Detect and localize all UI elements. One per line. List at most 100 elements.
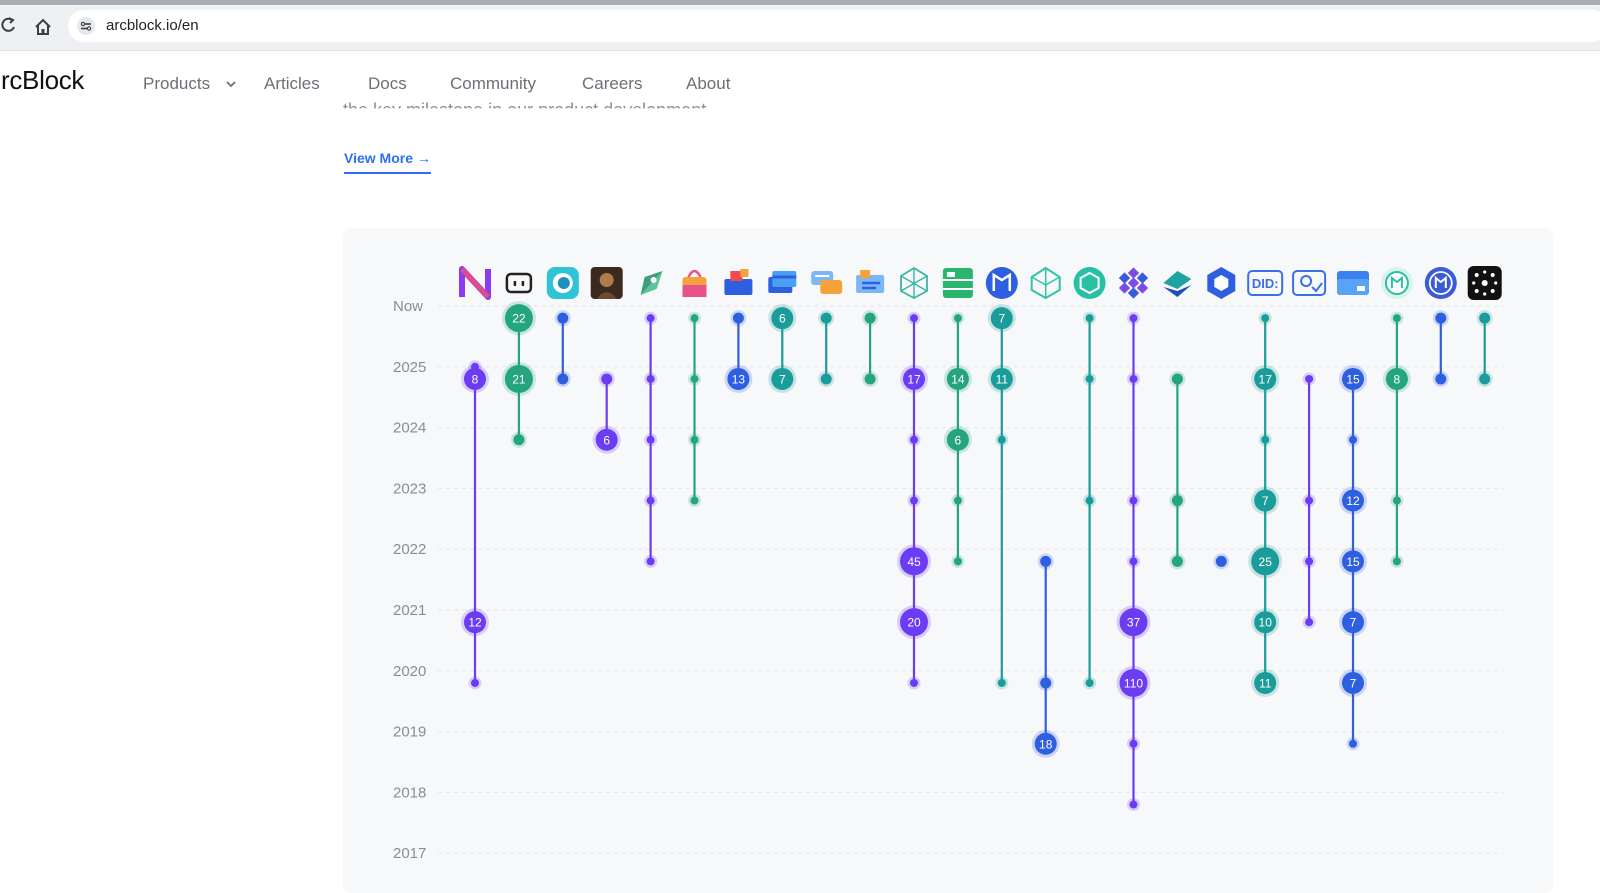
milestone-node[interactable] [464,611,486,634]
milestone-node[interactable] [595,428,618,451]
wallet-round-icon[interactable] [1380,266,1414,300]
milestone-node[interactable] [1034,732,1057,755]
nav-community[interactable]: Community [450,74,536,93]
milestone-node[interactable] [464,367,486,390]
book-badge-icon[interactable] [985,266,1019,300]
server-icon[interactable] [941,266,975,300]
crystal-icon[interactable] [1029,266,1063,300]
milestone-dot[interactable] [910,678,918,687]
milestone-dot[interactable] [1215,555,1227,567]
milestone-dot[interactable] [910,314,918,323]
home-icon[interactable] [33,17,53,37]
milestone-node[interactable] [1254,367,1277,390]
milestone-dot[interactable] [1085,374,1094,383]
milestone-node[interactable] [1342,367,1364,390]
shield-hex-icon[interactable] [1204,266,1238,300]
milestone-dot[interactable] [513,434,525,446]
milestone-dot[interactable] [864,312,876,324]
milestone-dot[interactable] [646,435,655,444]
milestone-dot[interactable] [471,678,479,687]
milestone-dot[interactable] [1171,373,1183,385]
chat-box-icon[interactable] [502,266,536,300]
milestone-node[interactable] [727,367,750,390]
milestone-dot[interactable] [1435,373,1447,385]
milestone-dot[interactable] [1392,557,1401,566]
milestone-dot[interactable] [557,312,569,324]
milestone-node[interactable] [946,367,969,390]
milestone-dot[interactable] [1171,555,1183,567]
milestone-node[interactable] [1119,668,1148,697]
id-verify-icon[interactable] [1292,266,1327,300]
milestone-dot[interactable] [1349,739,1357,748]
milestone-dot[interactable] [1305,557,1314,566]
milestone-dot[interactable] [1392,314,1401,323]
milestone-node[interactable] [1254,611,1277,634]
milestone-dot[interactable] [953,496,962,505]
nav-careers[interactable]: Careers [582,74,643,93]
milestone-dot[interactable] [1085,496,1094,505]
milestone-dot[interactable] [1129,374,1138,383]
milestone-node[interactable] [903,367,925,390]
milestone-dot[interactable] [1129,800,1138,809]
nav-products[interactable]: Products [143,74,211,93]
milestone-node[interactable] [1342,671,1364,694]
milestone-dot[interactable] [1040,555,1052,567]
milestone-dot[interactable] [953,314,962,323]
layers-icon[interactable] [1160,266,1194,300]
milestone-dot[interactable] [690,314,699,323]
shopping-bag-icon[interactable] [678,266,712,300]
milestone-dot[interactable] [732,312,744,324]
milestone-node[interactable] [1385,367,1408,390]
address-bar[interactable]: arcblock.io/en [68,10,1600,42]
milestone-node[interactable] [1251,547,1280,576]
milestone-node[interactable] [1342,611,1364,634]
milestone-node[interactable] [1254,671,1277,694]
milestone-node[interactable] [990,307,1013,330]
milestone-dot[interactable] [1435,312,1447,324]
rocket-icon[interactable] [634,266,668,300]
milestone-dot[interactable] [1085,678,1094,687]
milestone-dot[interactable] [1040,677,1052,689]
milestone-dot[interactable] [1392,496,1401,505]
milestone-node[interactable] [1342,550,1364,573]
view-more-link[interactable]: View More → [344,150,431,174]
n-logo-icon[interactable] [458,266,492,300]
milestone-node[interactable] [1342,489,1364,512]
milestone-dot[interactable] [953,557,962,566]
milestone-dot[interactable] [646,496,655,505]
milestone-dot[interactable] [1479,312,1491,324]
nav-docs[interactable]: Docs [368,74,407,93]
milestone-node[interactable] [504,304,533,333]
messages-icon[interactable] [809,266,843,300]
milestone-dot[interactable] [820,312,832,324]
milestone-dot[interactable] [646,314,655,323]
milestone-dot[interactable] [1261,435,1270,444]
milestone-node[interactable] [1254,489,1277,512]
brand-logo[interactable]: rcBlock [1,65,85,95]
milestone-dot[interactable] [646,557,655,566]
milestone-dot[interactable] [1305,374,1314,383]
milestone-dot[interactable] [1305,496,1314,505]
hexagon-icon[interactable] [1073,266,1107,300]
milestone-dot[interactable] [690,496,699,505]
milestone-node[interactable] [771,367,794,390]
milestone-dot[interactable] [820,373,832,385]
milestone-dot[interactable] [1085,314,1094,323]
nav-articles[interactable]: Articles [264,74,320,93]
milestone-dot[interactable] [646,374,655,383]
milestone-node[interactable] [900,547,928,576]
milestone-dot[interactable] [1129,496,1138,505]
milestone-node[interactable] [1119,608,1148,637]
id-card-icon[interactable] [1336,266,1370,300]
chevron-down-icon[interactable] [225,79,237,89]
snowflake-icon[interactable] [1117,266,1151,300]
ring-icon[interactable] [546,266,580,300]
milestone-dot[interactable] [1479,373,1491,385]
milestone-dot[interactable] [1129,739,1138,748]
cards-icon[interactable] [765,266,799,300]
reload-icon[interactable] [0,15,18,35]
toolbox-icon[interactable] [721,266,755,300]
milestone-dot[interactable] [690,374,699,383]
nav-about[interactable]: About [686,74,731,93]
milestone-dot[interactable] [1261,314,1270,323]
